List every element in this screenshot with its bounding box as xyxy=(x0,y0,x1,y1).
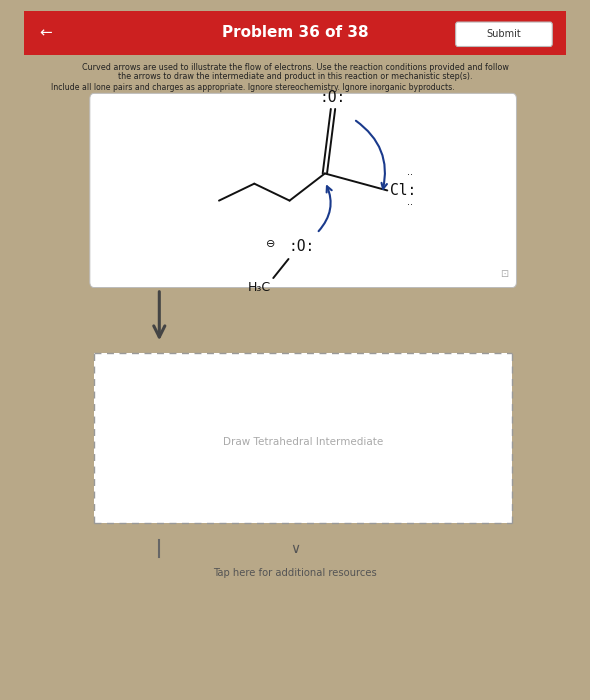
Text: :O:: :O: xyxy=(289,239,314,254)
Text: ∨: ∨ xyxy=(290,542,300,556)
FancyBboxPatch shape xyxy=(455,22,552,46)
Text: ⊖: ⊖ xyxy=(266,239,276,249)
Text: :O:: :O: xyxy=(320,90,346,105)
Text: the arrows to draw the intermediate and product in this reaction or mechanistic : the arrows to draw the intermediate and … xyxy=(118,72,472,81)
Text: Tap here for additional resources: Tap here for additional resources xyxy=(213,568,377,578)
Text: ··: ·· xyxy=(407,200,413,211)
Bar xyxy=(94,354,512,523)
FancyBboxPatch shape xyxy=(90,93,516,288)
Text: ←: ← xyxy=(39,25,52,41)
Text: Submit: Submit xyxy=(487,29,522,39)
FancyBboxPatch shape xyxy=(24,10,566,55)
Text: Draw Tetrahedral Intermediate: Draw Tetrahedral Intermediate xyxy=(223,437,384,447)
Text: H₃C: H₃C xyxy=(248,281,271,294)
Text: ··: ·· xyxy=(407,171,413,181)
Text: ⊡: ⊡ xyxy=(500,269,508,279)
Text: Cl:: Cl: xyxy=(390,183,416,198)
Text: Include all lone pairs and charges as appropriate. Ignore stereochemistry. Ignor: Include all lone pairs and charges as ap… xyxy=(51,83,454,92)
Text: Curved arrows are used to illustrate the flow of electrons. Use the reaction con: Curved arrows are used to illustrate the… xyxy=(81,63,509,72)
Text: Problem 36 of 38: Problem 36 of 38 xyxy=(222,25,368,41)
